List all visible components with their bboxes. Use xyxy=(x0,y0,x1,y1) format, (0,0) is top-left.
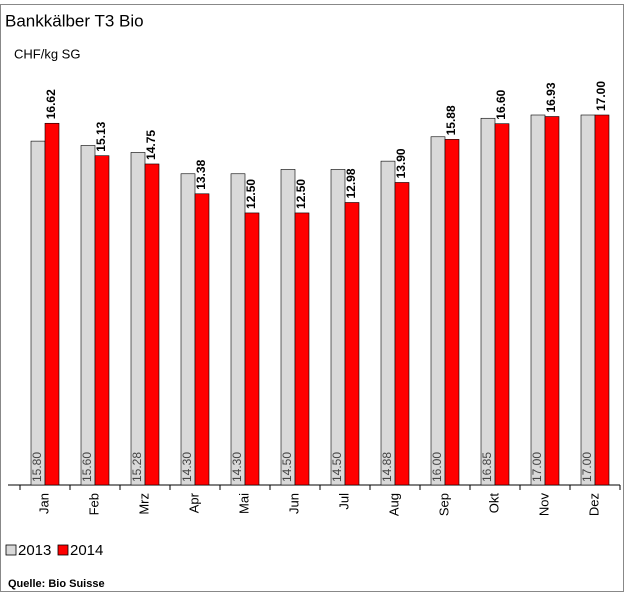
value-label: 17.00 xyxy=(580,452,594,482)
chart-subtitle: CHF/kg SG xyxy=(14,46,80,61)
source: Quelle: Bio Suisse xyxy=(8,578,105,590)
value-label: 15.13 xyxy=(94,121,108,151)
bar xyxy=(194,193,210,486)
bar xyxy=(494,123,510,486)
bar xyxy=(544,116,560,486)
value-label: 15.60 xyxy=(80,452,94,482)
bar xyxy=(180,173,196,486)
bar xyxy=(580,114,596,486)
legend-label: 2014 xyxy=(70,542,103,559)
bar xyxy=(244,212,260,486)
value-label: 14.75 xyxy=(144,130,158,160)
value-label: 16.93 xyxy=(544,82,558,112)
bar xyxy=(294,212,310,486)
value-label: 12.50 xyxy=(294,179,308,209)
x-tick-label: Jun xyxy=(286,493,301,514)
bar xyxy=(130,152,146,486)
x-tick-label: Mrz xyxy=(136,493,151,515)
value-label: 12.98 xyxy=(344,168,358,198)
value-label: 14.50 xyxy=(280,452,294,482)
legend-swatch xyxy=(5,544,17,556)
value-label: 14.88 xyxy=(380,452,394,482)
bar xyxy=(444,139,460,486)
value-label: 16.62 xyxy=(44,89,58,119)
bar xyxy=(344,202,360,486)
x-tick-label: Jan xyxy=(36,493,51,514)
value-label: 14.30 xyxy=(230,452,244,482)
value-label: 16.60 xyxy=(494,89,508,119)
bar xyxy=(530,114,546,486)
value-label: 13.90 xyxy=(394,148,408,178)
bar xyxy=(44,122,60,486)
bar xyxy=(94,155,110,486)
bar xyxy=(330,169,346,486)
x-tick-label: Mai xyxy=(236,493,251,514)
bar xyxy=(80,145,96,486)
value-label: 16.85 xyxy=(480,452,494,482)
chart-title: Bankkälber T3 Bio xyxy=(5,11,144,30)
x-tick-label: Sep xyxy=(436,493,451,516)
value-label: 15.88 xyxy=(444,105,458,135)
value-label: 15.80 xyxy=(30,452,44,482)
frame xyxy=(0,4,624,592)
bar xyxy=(230,173,246,486)
value-label: 14.30 xyxy=(180,452,194,482)
bar xyxy=(480,117,496,486)
value-label: 16.00 xyxy=(430,452,444,482)
x-tick-label: Okt xyxy=(486,493,501,514)
legend-label: 2013 xyxy=(18,542,51,559)
value-label: 12.50 xyxy=(244,179,258,209)
value-label: 13.38 xyxy=(194,159,208,189)
value-label: 14.50 xyxy=(330,452,344,482)
bar xyxy=(380,160,396,486)
x-tick-label: Dez xyxy=(586,493,601,516)
bar xyxy=(144,163,160,486)
bar xyxy=(30,140,46,486)
bar xyxy=(394,182,410,486)
x-tick-label: Jul xyxy=(336,493,351,510)
legend-swatch xyxy=(57,544,69,556)
x-tick-label: Apr xyxy=(186,492,201,513)
value-label: 17.00 xyxy=(530,452,544,482)
bar xyxy=(594,114,610,486)
value-label: 15.28 xyxy=(130,452,144,482)
x-tick-label: Feb xyxy=(86,493,101,515)
x-tick-label: Aug xyxy=(386,493,401,516)
bar xyxy=(280,169,296,486)
value-label: 17.00 xyxy=(594,81,608,111)
x-tick-label: Nov xyxy=(536,493,551,517)
bar xyxy=(430,136,446,486)
